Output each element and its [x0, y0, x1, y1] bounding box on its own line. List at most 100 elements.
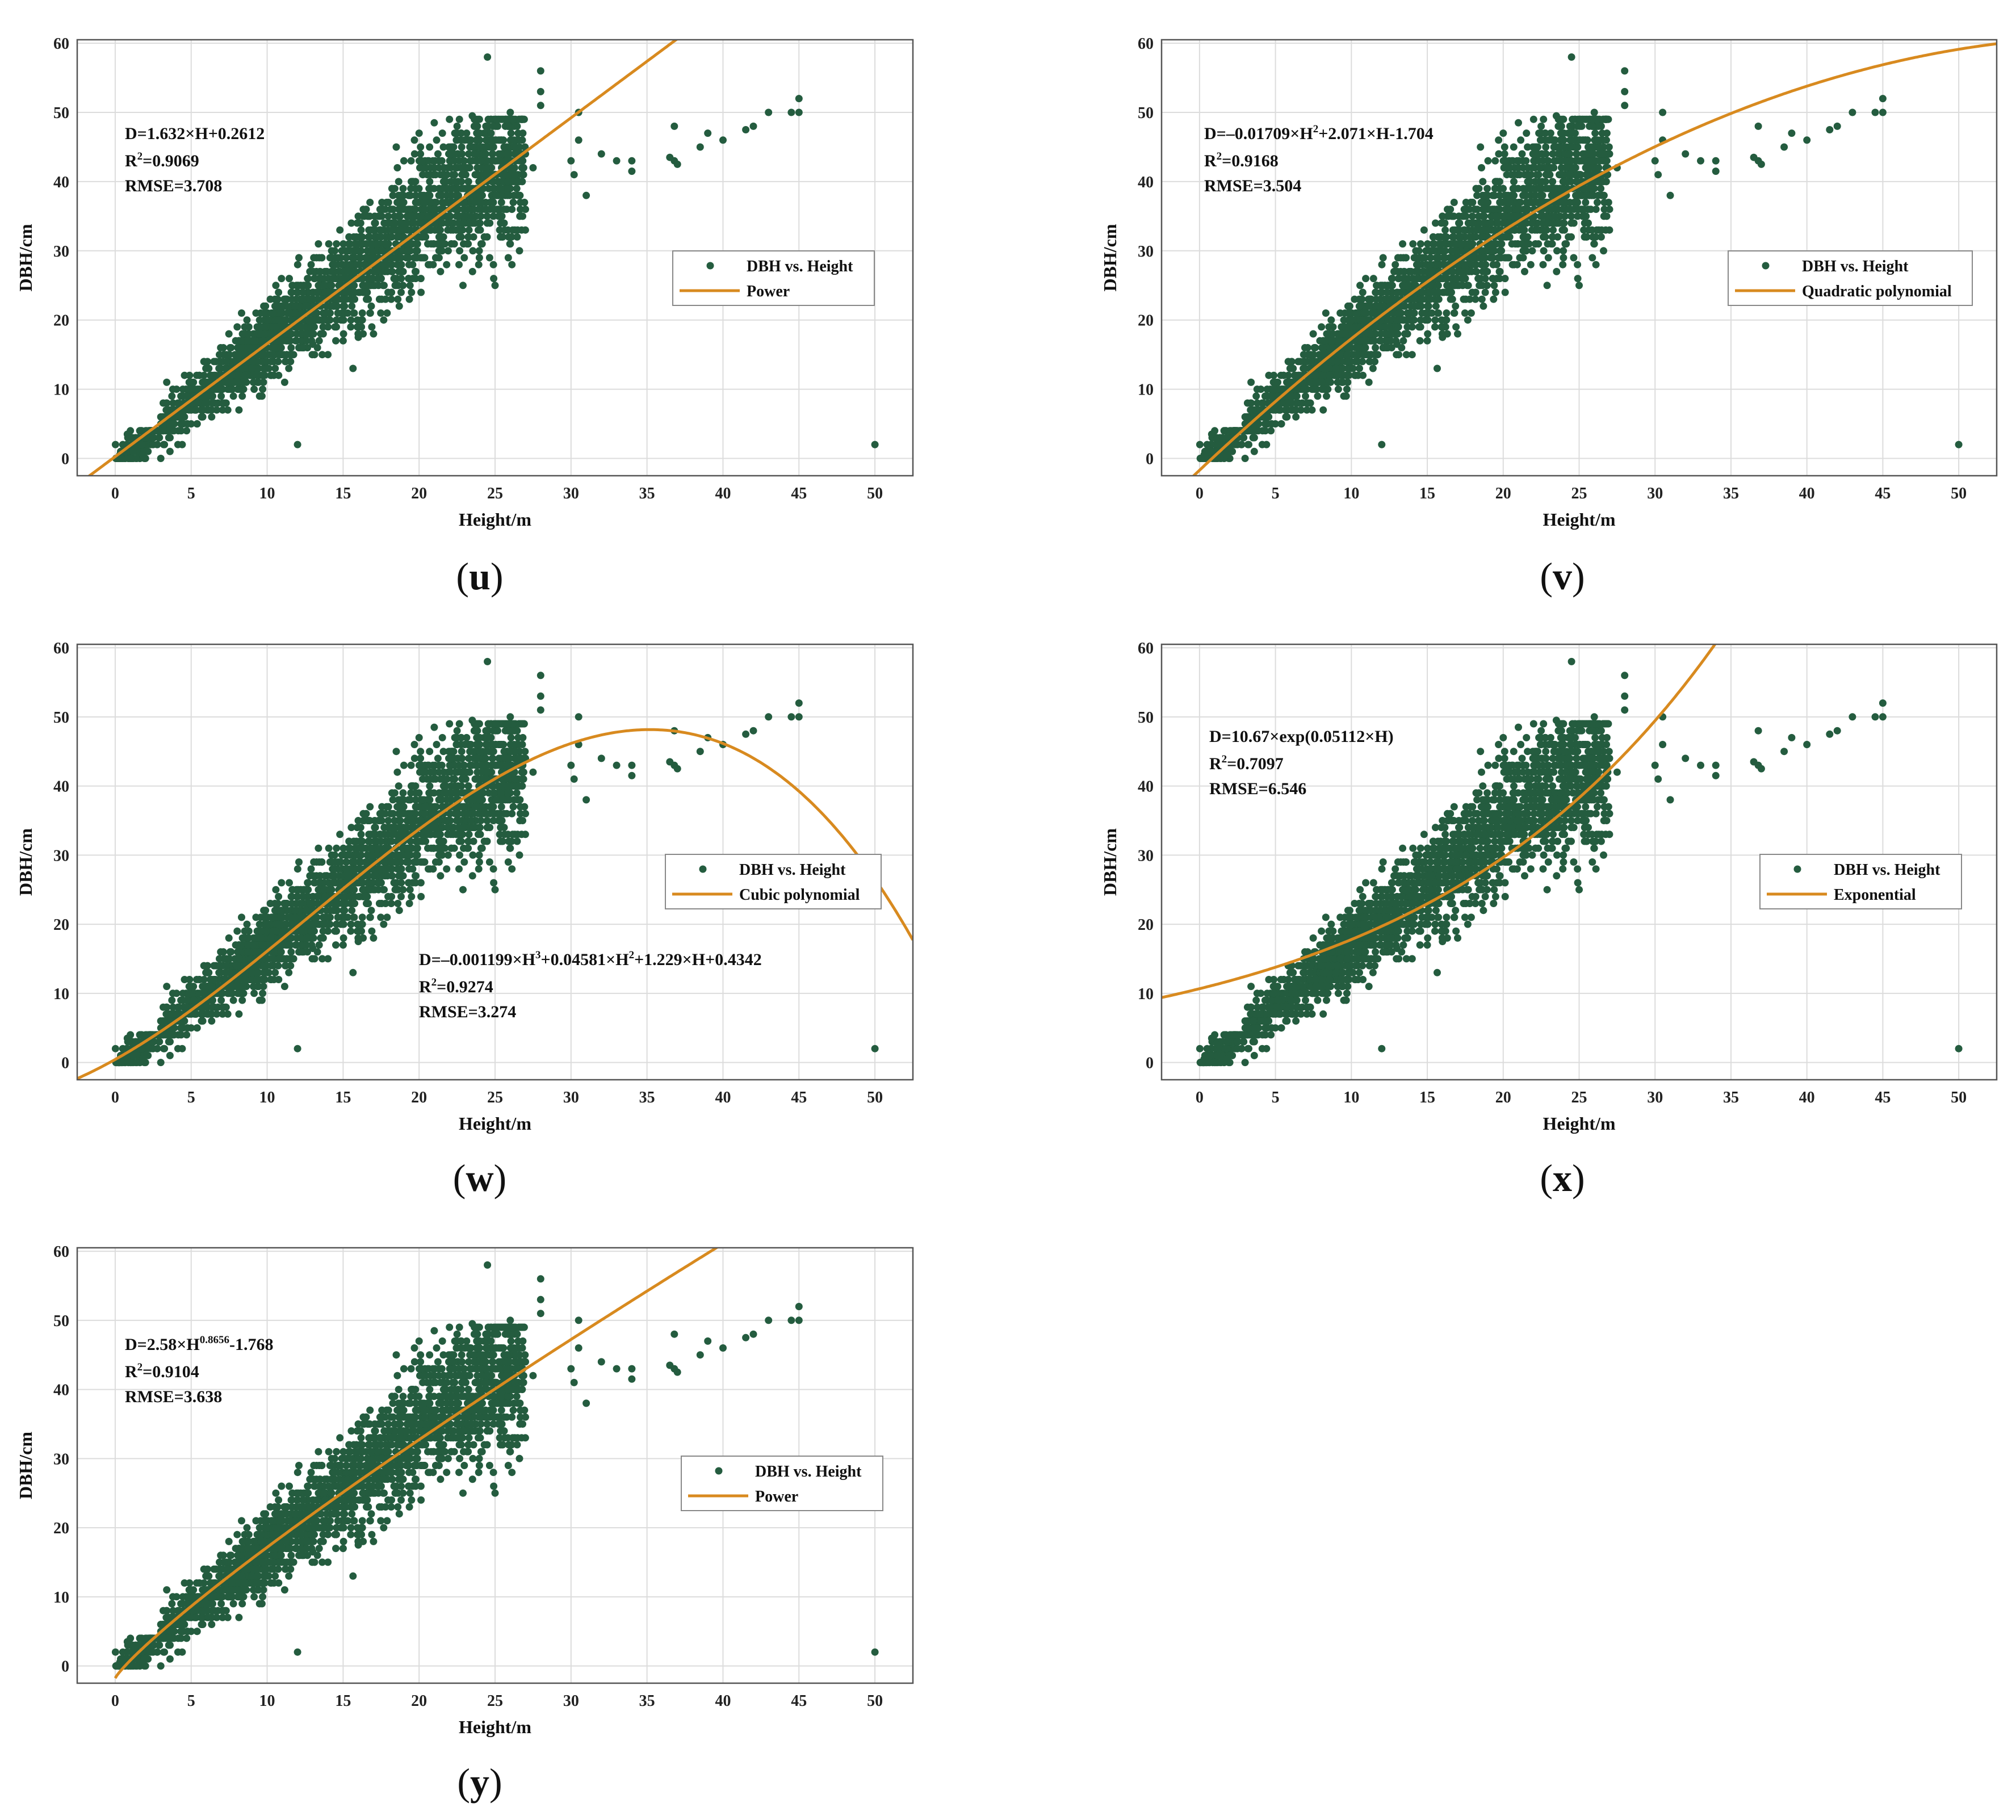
data-point — [1431, 316, 1439, 324]
data-point — [1286, 364, 1294, 372]
data-point — [719, 136, 727, 144]
data-point — [225, 330, 233, 338]
data-point — [408, 288, 416, 296]
data-point — [316, 267, 324, 275]
data-point — [415, 184, 423, 192]
data-point — [496, 206, 504, 213]
data-point — [228, 371, 236, 379]
data-point — [795, 108, 803, 116]
data-point — [138, 441, 146, 448]
data-point — [1415, 323, 1423, 331]
data-point — [455, 115, 463, 123]
data-point — [1543, 282, 1551, 290]
data-point — [368, 240, 376, 248]
data-point — [455, 261, 463, 269]
data-point — [388, 233, 396, 241]
panel-u-legend-points-label: DBH vs. Height — [747, 258, 853, 275]
data-point — [673, 160, 681, 168]
data-point — [1319, 406, 1327, 414]
data-point — [1514, 206, 1522, 213]
data-point — [1600, 199, 1608, 206]
data-point — [489, 178, 497, 186]
data-point — [416, 164, 424, 171]
data-point — [1496, 199, 1504, 206]
data-point — [1542, 143, 1550, 151]
data-point — [508, 206, 516, 213]
data-point — [365, 212, 373, 220]
data-point — [395, 178, 403, 186]
data-point — [463, 129, 471, 137]
data-point — [1491, 157, 1499, 165]
panel-u-xtick-35: 35 — [639, 485, 655, 502]
data-point — [1562, 199, 1569, 206]
data-point — [368, 323, 376, 331]
data-point — [249, 358, 257, 366]
data-point — [484, 136, 492, 144]
data-point — [426, 143, 434, 151]
data-point — [303, 330, 311, 338]
data-point — [464, 178, 472, 186]
data-point — [1501, 143, 1508, 151]
data-point — [412, 206, 420, 213]
data-point — [347, 219, 355, 227]
data-point — [387, 295, 395, 303]
data-point — [570, 171, 578, 179]
data-point — [208, 413, 216, 421]
data-point — [1424, 316, 1432, 324]
data-point — [476, 129, 484, 137]
data-point — [358, 309, 366, 317]
data-point — [210, 399, 218, 407]
data-point — [294, 441, 301, 448]
data-point — [1574, 199, 1581, 206]
data-point — [395, 302, 403, 310]
data-point — [403, 254, 410, 262]
data-point — [216, 385, 224, 393]
data-point — [509, 199, 517, 206]
data-point — [267, 358, 275, 366]
data-point — [439, 143, 447, 151]
data-point — [426, 178, 434, 186]
data-point — [1490, 282, 1498, 290]
data-point — [468, 112, 476, 120]
data-point — [1496, 267, 1504, 275]
data-point — [342, 275, 349, 283]
data-point — [458, 150, 466, 158]
data-point — [1585, 171, 1592, 179]
data-point — [380, 316, 388, 324]
data-point — [1494, 219, 1502, 227]
panel-u-grid — [77, 40, 913, 476]
data-point — [438, 157, 446, 165]
data-point — [409, 178, 417, 186]
panel-u-xticks: 0 5 10 15 20 25 30 35 40 45 50 — [111, 485, 883, 502]
data-point — [393, 164, 401, 171]
data-point — [1524, 143, 1532, 151]
data-point — [1521, 171, 1529, 179]
data-point — [1475, 184, 1483, 192]
data-point — [1424, 240, 1431, 248]
data-point — [1537, 136, 1545, 144]
data-point — [1437, 316, 1445, 324]
data-point — [369, 226, 377, 234]
data-point — [174, 441, 182, 448]
data-point — [438, 219, 446, 227]
data-point — [244, 337, 252, 345]
data-point — [476, 226, 484, 234]
data-point — [392, 254, 400, 262]
data-point — [438, 233, 446, 241]
data-point — [262, 364, 270, 372]
data-point — [514, 191, 522, 199]
data-point — [260, 302, 268, 310]
data-point — [1533, 226, 1541, 234]
data-point — [306, 295, 314, 303]
data-point — [1483, 184, 1491, 192]
data-point — [392, 143, 400, 151]
data-point — [567, 157, 575, 165]
data-point — [420, 254, 427, 262]
data-point — [350, 288, 358, 296]
data-point — [410, 219, 418, 227]
data-point — [153, 441, 161, 448]
data-point — [484, 53, 492, 61]
data-point — [1496, 275, 1504, 283]
data-point — [383, 309, 391, 317]
data-point — [383, 267, 391, 275]
